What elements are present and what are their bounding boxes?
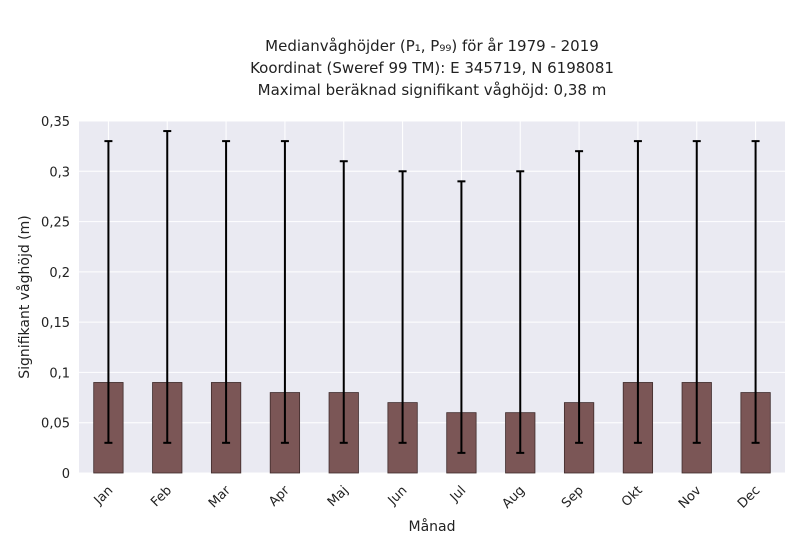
y-tick-label: 0,2 [49, 266, 70, 281]
error-bar-mar [222, 140, 231, 444]
plot-area [79, 121, 785, 473]
x-tick-label: Okt [619, 483, 646, 510]
y-tick-label: 0,35 [41, 115, 70, 130]
error-bars [104, 130, 760, 454]
y-axis: 0 0,05 0,1 0,15 0,2 0,25 0,3 0,35 [41, 115, 70, 482]
x-axis-label: Månad [409, 518, 456, 535]
y-axis-label: Signifikant våghöjd (m) [16, 215, 33, 378]
error-bar-sep [575, 150, 584, 444]
x-tick-label: Feb [148, 483, 175, 510]
title-line-1: Medianvåghöjder (P₁, P₉₉) för år 1979 - … [265, 37, 599, 55]
error-bar-apr [280, 140, 289, 444]
error-bar-dec [751, 140, 760, 444]
y-tick-label: 0,25 [41, 216, 70, 231]
error-bar-feb [163, 130, 172, 444]
x-axis: Jan Feb Mar Apr Maj Jun Jul Aug Sep Okt Nov Dec [91, 483, 764, 512]
y-tick-label: 0,1 [49, 366, 70, 381]
title-line-2: Koordinat (Sweref 99 TM): E 345719, N 61… [250, 59, 614, 77]
x-tick-label: Dec [735, 483, 763, 511]
error-bar-jun [398, 170, 407, 444]
y-tick-label: 0,15 [41, 316, 70, 331]
x-tick-label: Jan [91, 483, 116, 508]
x-tick-label: Jun [385, 483, 411, 509]
x-tick-label: Maj [325, 483, 352, 510]
error-bar-nov [692, 140, 701, 444]
error-bar-aug [516, 170, 525, 454]
y-tick-label: 0 [62, 467, 70, 482]
error-bar-okt [633, 140, 642, 444]
x-tick-label: Mar [206, 483, 234, 511]
title-line-3: Maximal beräknad signifikant våghöjd: 0,… [258, 81, 607, 99]
y-tick-label: 0,05 [41, 417, 70, 432]
x-tick-label: Apr [266, 483, 293, 510]
x-tick-label: Sep [559, 483, 587, 511]
error-bar-jan [104, 140, 113, 444]
x-tick-label: Nov [676, 483, 705, 512]
y-tick-label: 0,3 [49, 165, 70, 180]
x-tick-label: Aug [500, 483, 529, 512]
error-bar-jul [457, 180, 466, 454]
x-tick-label: Jul [447, 483, 469, 505]
error-bar-maj [339, 160, 348, 444]
chart-title: Medianvåghöjder (P₁, P₉₉) för år 1979 - … [250, 37, 614, 99]
